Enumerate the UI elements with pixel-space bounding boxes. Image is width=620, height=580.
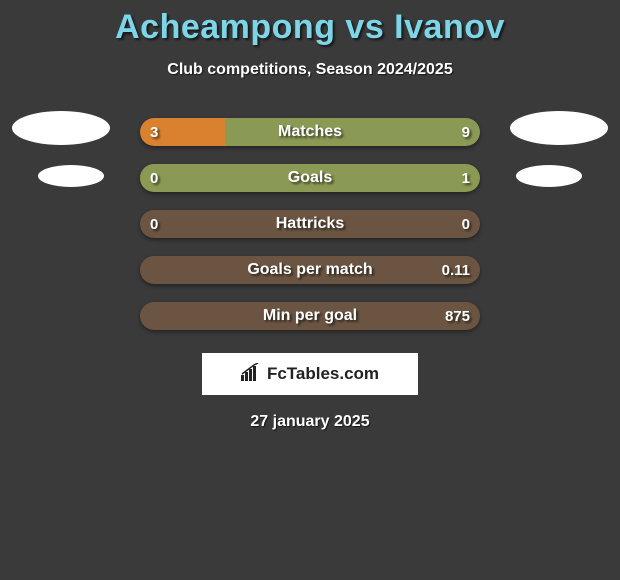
bar-track — [140, 210, 480, 238]
date-label: 27 january 2025 — [0, 413, 620, 431]
bar-track — [140, 118, 480, 146]
stat-value-right: 0.11 — [442, 262, 470, 279]
stat-value-right: 9 — [462, 124, 470, 141]
bar-track — [140, 256, 480, 284]
stat-value-left: 0 — [150, 216, 158, 233]
chart-icon — [241, 363, 263, 386]
stat-value-left: 3 — [150, 124, 158, 141]
bar-right-fill — [225, 118, 480, 146]
chart-area: Matches39Goals01Hattricks00Goals per mat… — [0, 109, 620, 339]
stat-value-right: 0 — [462, 216, 470, 233]
stat-value-right: 875 — [445, 308, 470, 325]
page-title: Acheampong vs Ivanov — [0, 8, 620, 47]
bar-right-fill — [140, 164, 480, 192]
logo-text: FcTables.com — [267, 364, 379, 384]
stat-row: Goals per match0.11 — [0, 247, 620, 293]
subtitle: Club competitions, Season 2024/2025 — [0, 61, 620, 79]
stat-row: Goals01 — [0, 155, 620, 201]
stat-value-left: 0 — [150, 170, 158, 187]
bar-track — [140, 164, 480, 192]
bar-track — [140, 302, 480, 330]
site-logo[interactable]: FcTables.com — [202, 353, 418, 395]
stat-row: Hattricks00 — [0, 201, 620, 247]
comparison-card: Acheampong vs Ivanov Club competitions, … — [0, 8, 620, 431]
stat-row: Matches39 — [0, 109, 620, 155]
stat-value-right: 1 — [462, 170, 470, 187]
stat-row: Min per goal875 — [0, 293, 620, 339]
